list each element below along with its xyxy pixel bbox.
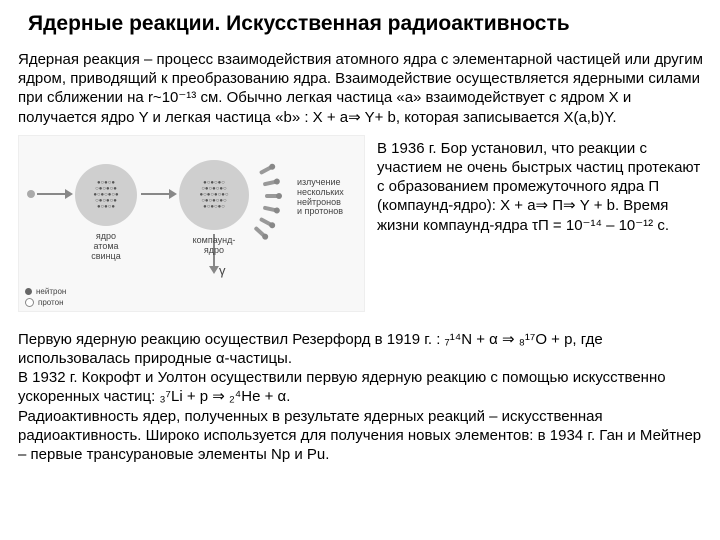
legend-proton-label: протон	[38, 298, 64, 307]
nuclear-diagram: ●○●○●○●○●○●●○●○●○●○●○●○●●○●○● ●○●○●○○●○●…	[18, 135, 365, 312]
mid-arrow-line	[141, 193, 169, 195]
proton-swatch	[25, 298, 34, 307]
incoming-arrow-line	[37, 193, 65, 195]
fragment-3	[265, 194, 279, 198]
slide-title: Ядерные реакции. Искусственная радиоакти…	[18, 12, 710, 36]
mid-arrow-head	[169, 189, 177, 199]
lead-label: ядро атома свинца	[75, 232, 137, 262]
fragment-5	[259, 217, 273, 227]
intro-paragraph: Ядерная реакция – процесс взаимодействия…	[18, 50, 710, 127]
fragment-4	[263, 205, 278, 212]
incoming-particle	[27, 190, 35, 198]
emission-label: излучение нескольких нейтронов и протоно…	[297, 178, 359, 218]
fragment-1	[259, 165, 273, 175]
legend-proton-row: протон	[25, 298, 66, 307]
legend-neutron-row: нейтрон	[25, 287, 66, 296]
right-paragraph: В 1936 г. Бор установил, что реакции с у…	[377, 135, 710, 235]
lead-nucleus: ●○●○●○●○●○●●○●○●○●○●○●○●●○●○●	[75, 164, 137, 226]
fragment-2	[263, 179, 278, 186]
legend-neutron-label: нейтрон	[36, 287, 66, 296]
middle-row: ●○●○●○●○●○●●○●○●○●○●○●○●●○●○● ●○●○●○○●○●…	[18, 135, 710, 312]
compound-label: компаунд- ядро	[169, 236, 259, 256]
incoming-arrow-head	[65, 189, 73, 199]
gamma-arrow-head	[209, 266, 219, 274]
bottom-paragraph: Первую ядерную реакцию осуществил Резерф…	[18, 330, 710, 464]
gamma-label: γ	[219, 264, 226, 278]
neutron-swatch	[25, 288, 32, 295]
compound-nucleus: ●○●○●○○●○●○●○●○●○●○●○○●○●○●○●○●○●○	[179, 160, 249, 230]
diagram-legend: нейтрон протон	[25, 285, 66, 307]
